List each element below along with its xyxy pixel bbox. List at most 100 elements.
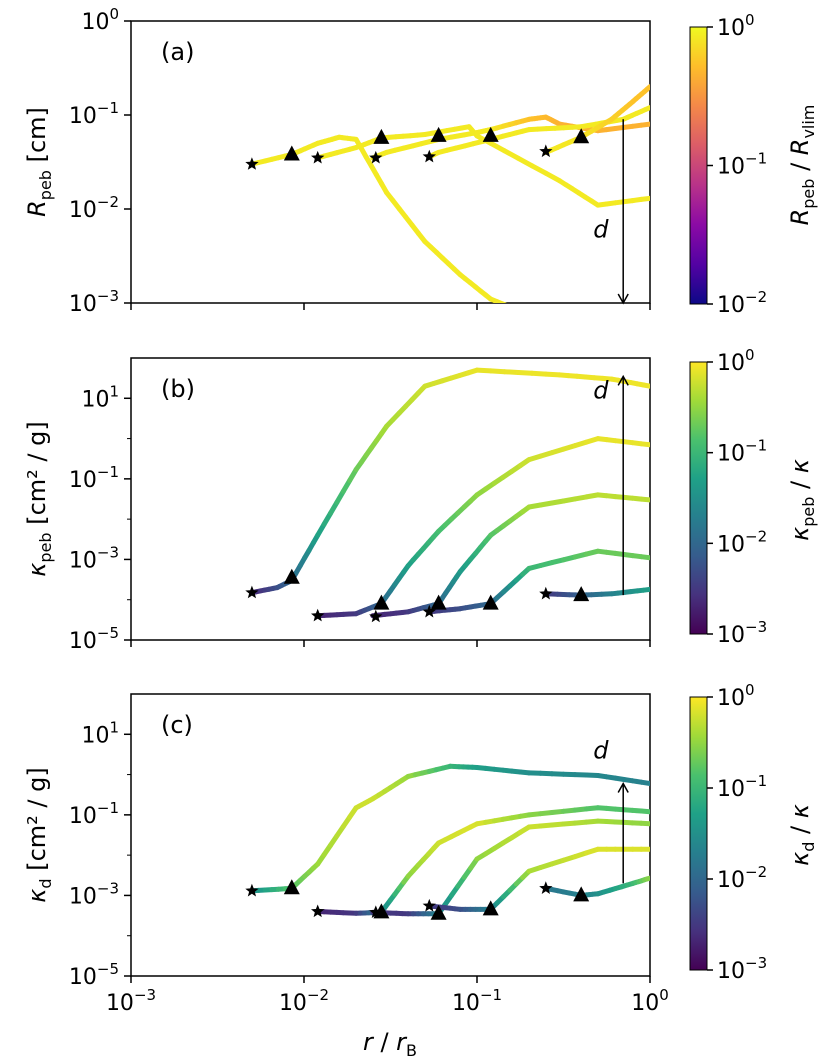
y-tick-label: 10−5 — [69, 960, 119, 990]
y-tick-label: 10−2 — [69, 193, 119, 223]
series-segment — [638, 496, 650, 503]
series-segment — [494, 299, 506, 303]
star-marker — [369, 905, 383, 918]
colorbar-tick-label: 10−1 — [717, 150, 767, 180]
x-ticks-a — [130, 303, 651, 310]
star-marker — [245, 585, 259, 599]
annotation-b: d — [593, 374, 629, 596]
annotation-a: d — [593, 119, 629, 305]
triangle-marker — [430, 594, 447, 610]
series-segment — [523, 312, 529, 315]
colorbar-b — [689, 361, 708, 635]
colorbar-ticks-c: 10−3 10−2 10−1 100 — [707, 681, 767, 984]
y-tick-label: 10−3 — [69, 543, 119, 573]
y-axis-label-a: Rpeb [cm] — [23, 107, 55, 217]
series-a-5 — [543, 84, 650, 155]
star-marker — [422, 898, 436, 912]
triangle-marker — [573, 886, 590, 902]
series-segment — [638, 441, 650, 448]
colorbar-label-b: κpeb / κ — [786, 458, 818, 541]
star-marker — [422, 604, 436, 618]
series-b-4 — [426, 548, 650, 615]
star-marker — [422, 149, 436, 163]
colorbar-tick-label: 10−3 — [717, 954, 767, 984]
panel-a: d 10−3 10−2 10−1 100 (a) Rpeb [cm] 10−2 10−1… — [23, 5, 818, 318]
series-c-5 — [543, 875, 650, 898]
series-segment — [488, 140, 507, 154]
panel-label-c: (c) — [161, 711, 193, 739]
star-marker — [369, 609, 383, 623]
series-a-1 — [249, 134, 529, 315]
plot-frame-a — [130, 20, 651, 304]
colorbar-tick-label: 10−2 — [717, 288, 767, 318]
d-arrowhead — [617, 781, 629, 793]
star-marker — [245, 157, 259, 170]
triangle-marker — [283, 879, 300, 895]
colorbar-tick-label: 100 — [717, 11, 755, 41]
triangle-marker — [373, 903, 390, 919]
colorbar-tick-label: 10−2 — [717, 863, 767, 893]
y-tick-label: 10−5 — [69, 624, 119, 654]
triangle-marker — [482, 594, 499, 610]
series-segment — [501, 301, 507, 303]
colorbar-tick-label: 100 — [717, 346, 755, 376]
triangle-marker — [573, 586, 590, 602]
y-ticks-a: 10−3 10−2 10−1 100 — [69, 5, 131, 317]
triangle-marker — [430, 904, 447, 920]
y-tick-label: 10−3 — [69, 879, 119, 909]
colorbar-label-a: Rpeb / Rvlim — [786, 105, 818, 226]
series-c-2 — [315, 805, 650, 916]
d-arrowhead — [617, 293, 629, 305]
star-marker — [539, 881, 553, 894]
series-segment — [543, 170, 562, 184]
colorbar-c — [689, 696, 708, 971]
series-segment — [644, 875, 650, 882]
x-tick-label: 100 — [631, 986, 669, 1016]
panel-label-a: (a) — [161, 38, 194, 66]
star-marker — [539, 144, 553, 158]
series-segment — [638, 195, 650, 202]
colorbar-ticks-a: 10−2 10−1 100 — [707, 11, 767, 318]
star-marker — [311, 904, 325, 918]
star-marker — [245, 883, 259, 897]
series-segment — [529, 163, 549, 176]
triangle-marker — [573, 128, 590, 144]
star-marker — [311, 150, 325, 164]
colorbar-tick-label: 10−1 — [717, 772, 767, 802]
triangle-marker — [373, 594, 390, 610]
y-ticks-c: 10−5 10−3 10−1 101 — [69, 718, 131, 990]
colorbar-tick-label: 10−2 — [717, 527, 767, 557]
series-segment — [643, 105, 650, 112]
x-tick-label: 10−3 — [106, 986, 156, 1016]
triangle-marker — [482, 126, 499, 142]
series-segment — [502, 148, 521, 161]
colorbar-tick-label: 10−3 — [717, 618, 767, 648]
series-segment — [638, 779, 650, 786]
x-tick-label: 10−2 — [279, 986, 329, 1016]
series-layer-a — [249, 84, 650, 315]
star-marker — [539, 586, 553, 600]
series-a-2 — [315, 124, 650, 208]
plot-frame-c — [130, 693, 651, 977]
d-arrowhead — [617, 374, 629, 386]
colorbar-tick-label: 100 — [717, 681, 755, 711]
marker-layer-b — [245, 568, 590, 623]
series-layer-b — [249, 367, 650, 619]
y-axis-label-c: κd [cm² / g] — [23, 767, 55, 902]
series-segment — [641, 382, 650, 389]
colorbar-tick-label: 10−1 — [717, 437, 767, 467]
series-segment — [515, 155, 535, 169]
series-segment — [638, 554, 650, 561]
star-marker — [311, 608, 325, 622]
series-segment — [641, 586, 650, 593]
x-ticks-b — [130, 640, 651, 647]
triangle-marker — [283, 568, 300, 584]
annotation-c: d — [593, 737, 629, 884]
y-tick-label: 10−3 — [69, 287, 119, 317]
series-segment — [638, 808, 650, 815]
y-ticks-b: 10−5 10−3 10−1 101 — [69, 382, 131, 654]
y-tick-label: 10−1 — [69, 99, 119, 129]
series-b-2 — [315, 436, 650, 619]
series-segment — [638, 820, 650, 827]
